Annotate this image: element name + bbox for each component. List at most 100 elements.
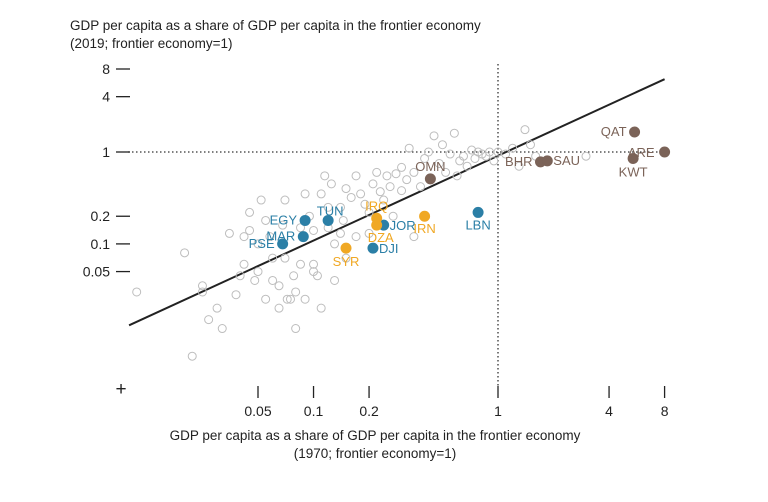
point-label-pse: PSE [249,236,275,251]
point-label-dza: DZA [368,230,394,245]
other-economy-point [368,179,378,189]
other-economy-point [391,169,401,179]
other-economy-point [245,225,255,235]
other-economy-point [508,143,518,153]
other-economy-point [187,351,197,361]
other-economy-point [245,207,255,217]
other-economy-point [309,259,319,269]
other-economy-point [467,145,477,155]
point-mar [297,231,309,243]
other-economy-point [132,287,142,297]
point-label-kwt: KWT [619,164,648,179]
point-dza [371,219,383,231]
x-tick-label: 0.1 [304,403,324,419]
other-economy-point [356,189,366,199]
axes: 8 4 1 0.2 0.1 0.05 0.05 0.1 0.2 1 4 8 + [83,61,669,419]
point-label-jor: JOR [390,218,416,233]
other-economy-point [280,195,290,205]
other-economy-point [424,147,434,157]
point-qat [629,126,641,138]
point-label-irq: IRQ [365,198,388,213]
other-economy-point [326,179,336,189]
other-economy-point [300,189,310,199]
other-economy-point [289,271,299,281]
point-tun [322,214,334,226]
other-economy-point [316,189,326,199]
y-tick-label: 1 [102,144,110,160]
point-label-lbn: LBN [465,217,490,232]
other-economy-point [204,315,214,325]
other-economy-point [278,220,288,230]
other-economy-point [224,228,234,238]
point-syr [340,242,352,254]
y-tick-label: 0.2 [91,208,111,224]
point-omn [424,173,436,185]
other-economy-point [274,303,284,313]
other-economy-point [296,259,306,269]
other-economy-point [253,239,263,249]
other-economy-point [360,199,370,209]
other-economies-points [132,125,591,361]
x-tick-label: 4 [605,403,613,419]
other-economy-point [434,158,444,168]
other-economy-point [300,294,310,304]
other-economy-point [351,171,361,181]
point-pse [277,238,289,250]
other-economy-point [520,125,530,135]
other-economy-point [404,143,414,153]
other-economy-point [409,232,419,242]
point-are [659,146,671,158]
other-economy-point [250,275,260,285]
point-egy [299,214,311,226]
other-economy-point [458,151,468,161]
point-label-syr: SYR [333,254,360,269]
other-economy-point [268,275,278,285]
other-economy-point [197,287,207,297]
other-economy-point [441,167,451,177]
point-label-tun: TUN [317,203,344,218]
other-economy-point [231,290,241,300]
other-economy-point [489,156,499,166]
point-label-irn: IRN [413,221,435,236]
other-economy-point [274,281,284,291]
other-economy-point [291,324,301,334]
other-economy-point [420,153,430,163]
other-economy-point [256,195,266,205]
other-economy-point [330,275,340,285]
point-label-bhr: BHR [505,154,532,169]
other-economy-point [364,207,374,217]
other-economy-point [397,162,407,172]
x-axis-title-line2: (1970; frontier economy=1) [293,446,457,461]
fit-line [128,78,666,327]
other-economy-point [261,294,271,304]
other-economy-point [372,167,382,177]
point-label-sau: SAU [553,153,580,168]
other-economy-point [341,253,351,263]
x-axis-title-line1: GDP per capita as a share of GDP per cap… [169,428,581,443]
fit-line-group [128,78,666,327]
other-economy-point [217,324,227,334]
y-tick-label: 0.1 [91,236,111,252]
point-irn [419,210,431,222]
x-tick-label: 8 [661,403,669,419]
other-economy-point [429,131,439,141]
other-economy-point [335,228,345,238]
other-economy-point [415,182,425,192]
other-economy-point [382,171,392,181]
other-economy-point [437,140,447,150]
other-economy-point [212,303,222,313]
other-economy-point [385,182,395,192]
other-economy-point [379,195,389,205]
other-economy-point [335,202,345,212]
point-label-qat: QAT [601,124,627,139]
x-tick-label: 0.05 [244,403,271,419]
point-label-omn: OMN [415,159,445,174]
other-economy-point [409,167,419,177]
other-economy-point [581,151,591,161]
point-lbn [472,206,484,218]
other-economy-point [402,175,412,185]
other-economy-point [525,140,535,150]
other-economy-point [253,267,263,277]
other-economy-point [239,259,249,269]
other-economy-point [282,294,292,304]
